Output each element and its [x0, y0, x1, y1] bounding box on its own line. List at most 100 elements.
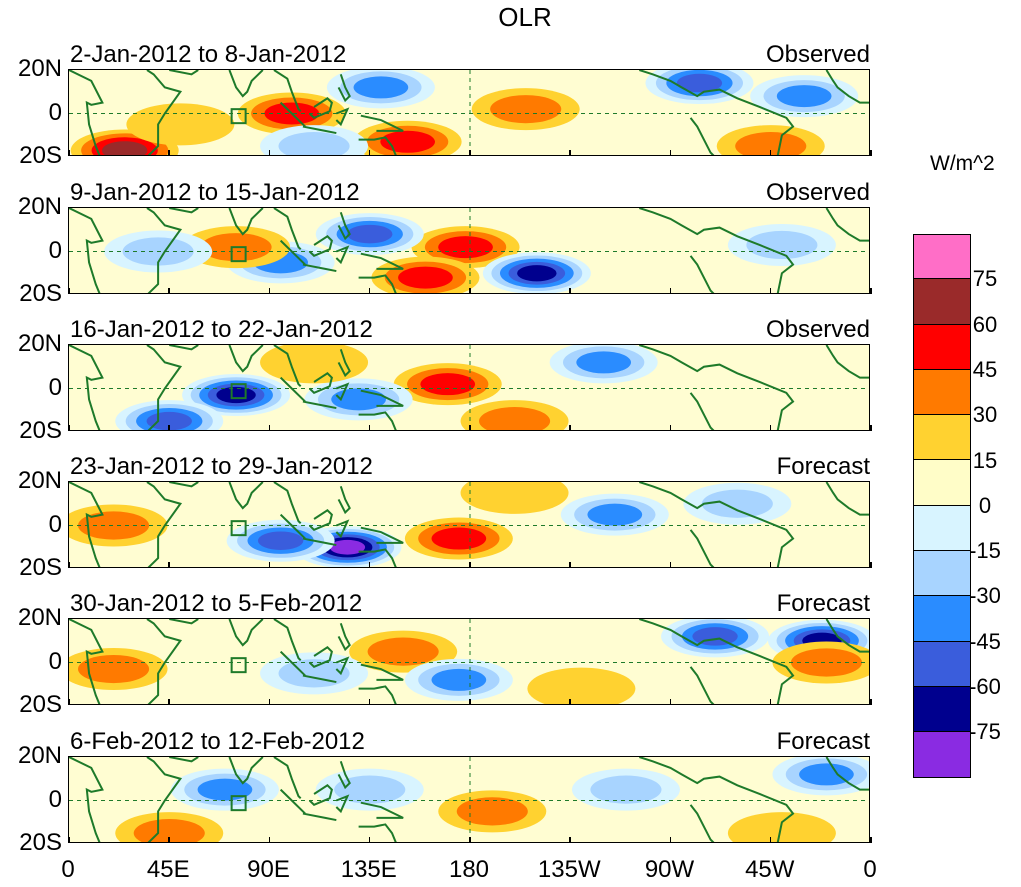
- colorbar-tick-label: -30: [969, 583, 1001, 609]
- panel-date-range: 30-Jan-2012 to 5-Feb-2012: [70, 590, 363, 617]
- olr-anomaly-map: [69, 619, 869, 704]
- coastline: [335, 519, 350, 539]
- anomaly-contour: [799, 763, 854, 786]
- panel-date-range: 23-Jan-2012 to 29-Jan-2012: [70, 453, 373, 480]
- coastline: [228, 482, 264, 510]
- colorbar-swatch: [913, 641, 971, 687]
- colorbar-tick-label: 0: [978, 492, 992, 518]
- coastline: [146, 482, 183, 567]
- longitude-tick: [268, 562, 270, 568]
- longitude-label: 135W: [537, 856, 601, 883]
- latitude-label: 20S: [19, 417, 62, 444]
- coastline: [639, 619, 795, 704]
- longitude-tick: [669, 562, 671, 568]
- coastline: [337, 623, 351, 652]
- anomaly-contour: [790, 648, 862, 677]
- coastline: [146, 345, 183, 430]
- anomaly-contour: [380, 130, 435, 153]
- coastline: [302, 400, 337, 410]
- longitude-tick: [669, 699, 671, 705]
- anomaly-contour: [576, 351, 631, 374]
- longitude-tick: [669, 288, 671, 294]
- coastline: [337, 761, 351, 790]
- anomaly-contour: [78, 511, 150, 540]
- coastline: [69, 757, 104, 842]
- colorbar-swatch: [913, 234, 971, 280]
- longitude-label: 0: [61, 856, 75, 883]
- longitude-tick: [68, 425, 70, 431]
- latitude-label: 20S: [19, 829, 62, 856]
- longitude-tick: [168, 562, 170, 568]
- coastline: [308, 97, 333, 120]
- anomaly-contour: [727, 812, 836, 842]
- anomaly-contour: [701, 489, 773, 518]
- anomaly-contour: [735, 132, 807, 155]
- coastline: [308, 372, 333, 395]
- latitude-label: 20N: [17, 55, 62, 82]
- coastline: [639, 345, 795, 430]
- coastline: [358, 136, 397, 155]
- colorbar-tick-label: 45: [972, 356, 998, 382]
- longitude-tick: [68, 699, 70, 705]
- figure-title: OLR: [498, 2, 552, 32]
- coastline: [228, 757, 264, 785]
- longitude-tick: [469, 150, 471, 156]
- latitude-label: 20S: [19, 142, 62, 169]
- latitude-label: 20N: [17, 330, 62, 357]
- longitude-tick: [569, 288, 571, 294]
- anomaly-contour: [460, 482, 569, 514]
- coastline: [69, 482, 104, 567]
- anomaly-contour: [278, 659, 350, 688]
- map-panel: [68, 344, 870, 431]
- coastline: [358, 548, 397, 567]
- panel-kind: Forecast: [776, 728, 870, 755]
- longitude-tick: [669, 837, 671, 843]
- colorbar-tick-label: 15: [972, 447, 998, 473]
- anomaly-contour: [431, 527, 487, 550]
- longitude-tick: [769, 288, 772, 294]
- colorbar-swatch: [913, 415, 971, 461]
- coastline: [337, 349, 351, 378]
- longitude-tick: [669, 150, 671, 156]
- coastline: [358, 823, 397, 842]
- coastline: [358, 274, 397, 293]
- coastline: [69, 345, 104, 430]
- latitude-label: 20N: [17, 742, 62, 769]
- panel-kind: Observed: [765, 179, 870, 206]
- coastline: [169, 208, 199, 214]
- colorbar-units: W/m^2: [930, 152, 995, 175]
- coastline: [689, 255, 715, 293]
- colorbar-swatch: [913, 324, 971, 370]
- anomaly-contour: [431, 668, 487, 691]
- longitude-tick: [469, 699, 471, 705]
- latitude-label: 20S: [19, 280, 62, 307]
- longitude-tick: [268, 150, 270, 156]
- coastline: [689, 117, 715, 155]
- region-box: [230, 795, 247, 812]
- panel-date-range: 2-Jan-2012 to 8-Jan-2012: [70, 41, 347, 68]
- longitude-tick: [870, 699, 872, 705]
- latitude-label: 20N: [17, 193, 62, 220]
- anomaly-contour: [133, 819, 205, 842]
- latitude-label: 0: [48, 785, 62, 813]
- longitude-label: 45E: [146, 856, 190, 883]
- colorbar-tick-label: -15: [969, 538, 1001, 564]
- longitude-tick: [268, 699, 270, 705]
- latitude-label: 20N: [17, 604, 62, 631]
- longitude-label: 135E: [340, 856, 397, 883]
- longitude-tick: [569, 150, 571, 156]
- coastline: [69, 619, 104, 704]
- coastline: [146, 208, 183, 293]
- longitude-tick: [368, 699, 371, 705]
- longitude-tick: [769, 562, 772, 568]
- longitude-tick: [870, 288, 872, 294]
- longitude-label: 45W: [745, 856, 795, 883]
- region-box: [230, 520, 247, 537]
- coastline: [360, 526, 404, 544]
- anomaly-contour: [126, 103, 235, 146]
- colorbar-swatch: [913, 732, 971, 778]
- coastline: [146, 757, 183, 842]
- longitude-label: 90E: [247, 856, 290, 883]
- longitude-tick: [769, 425, 772, 431]
- coastline: [169, 70, 199, 76]
